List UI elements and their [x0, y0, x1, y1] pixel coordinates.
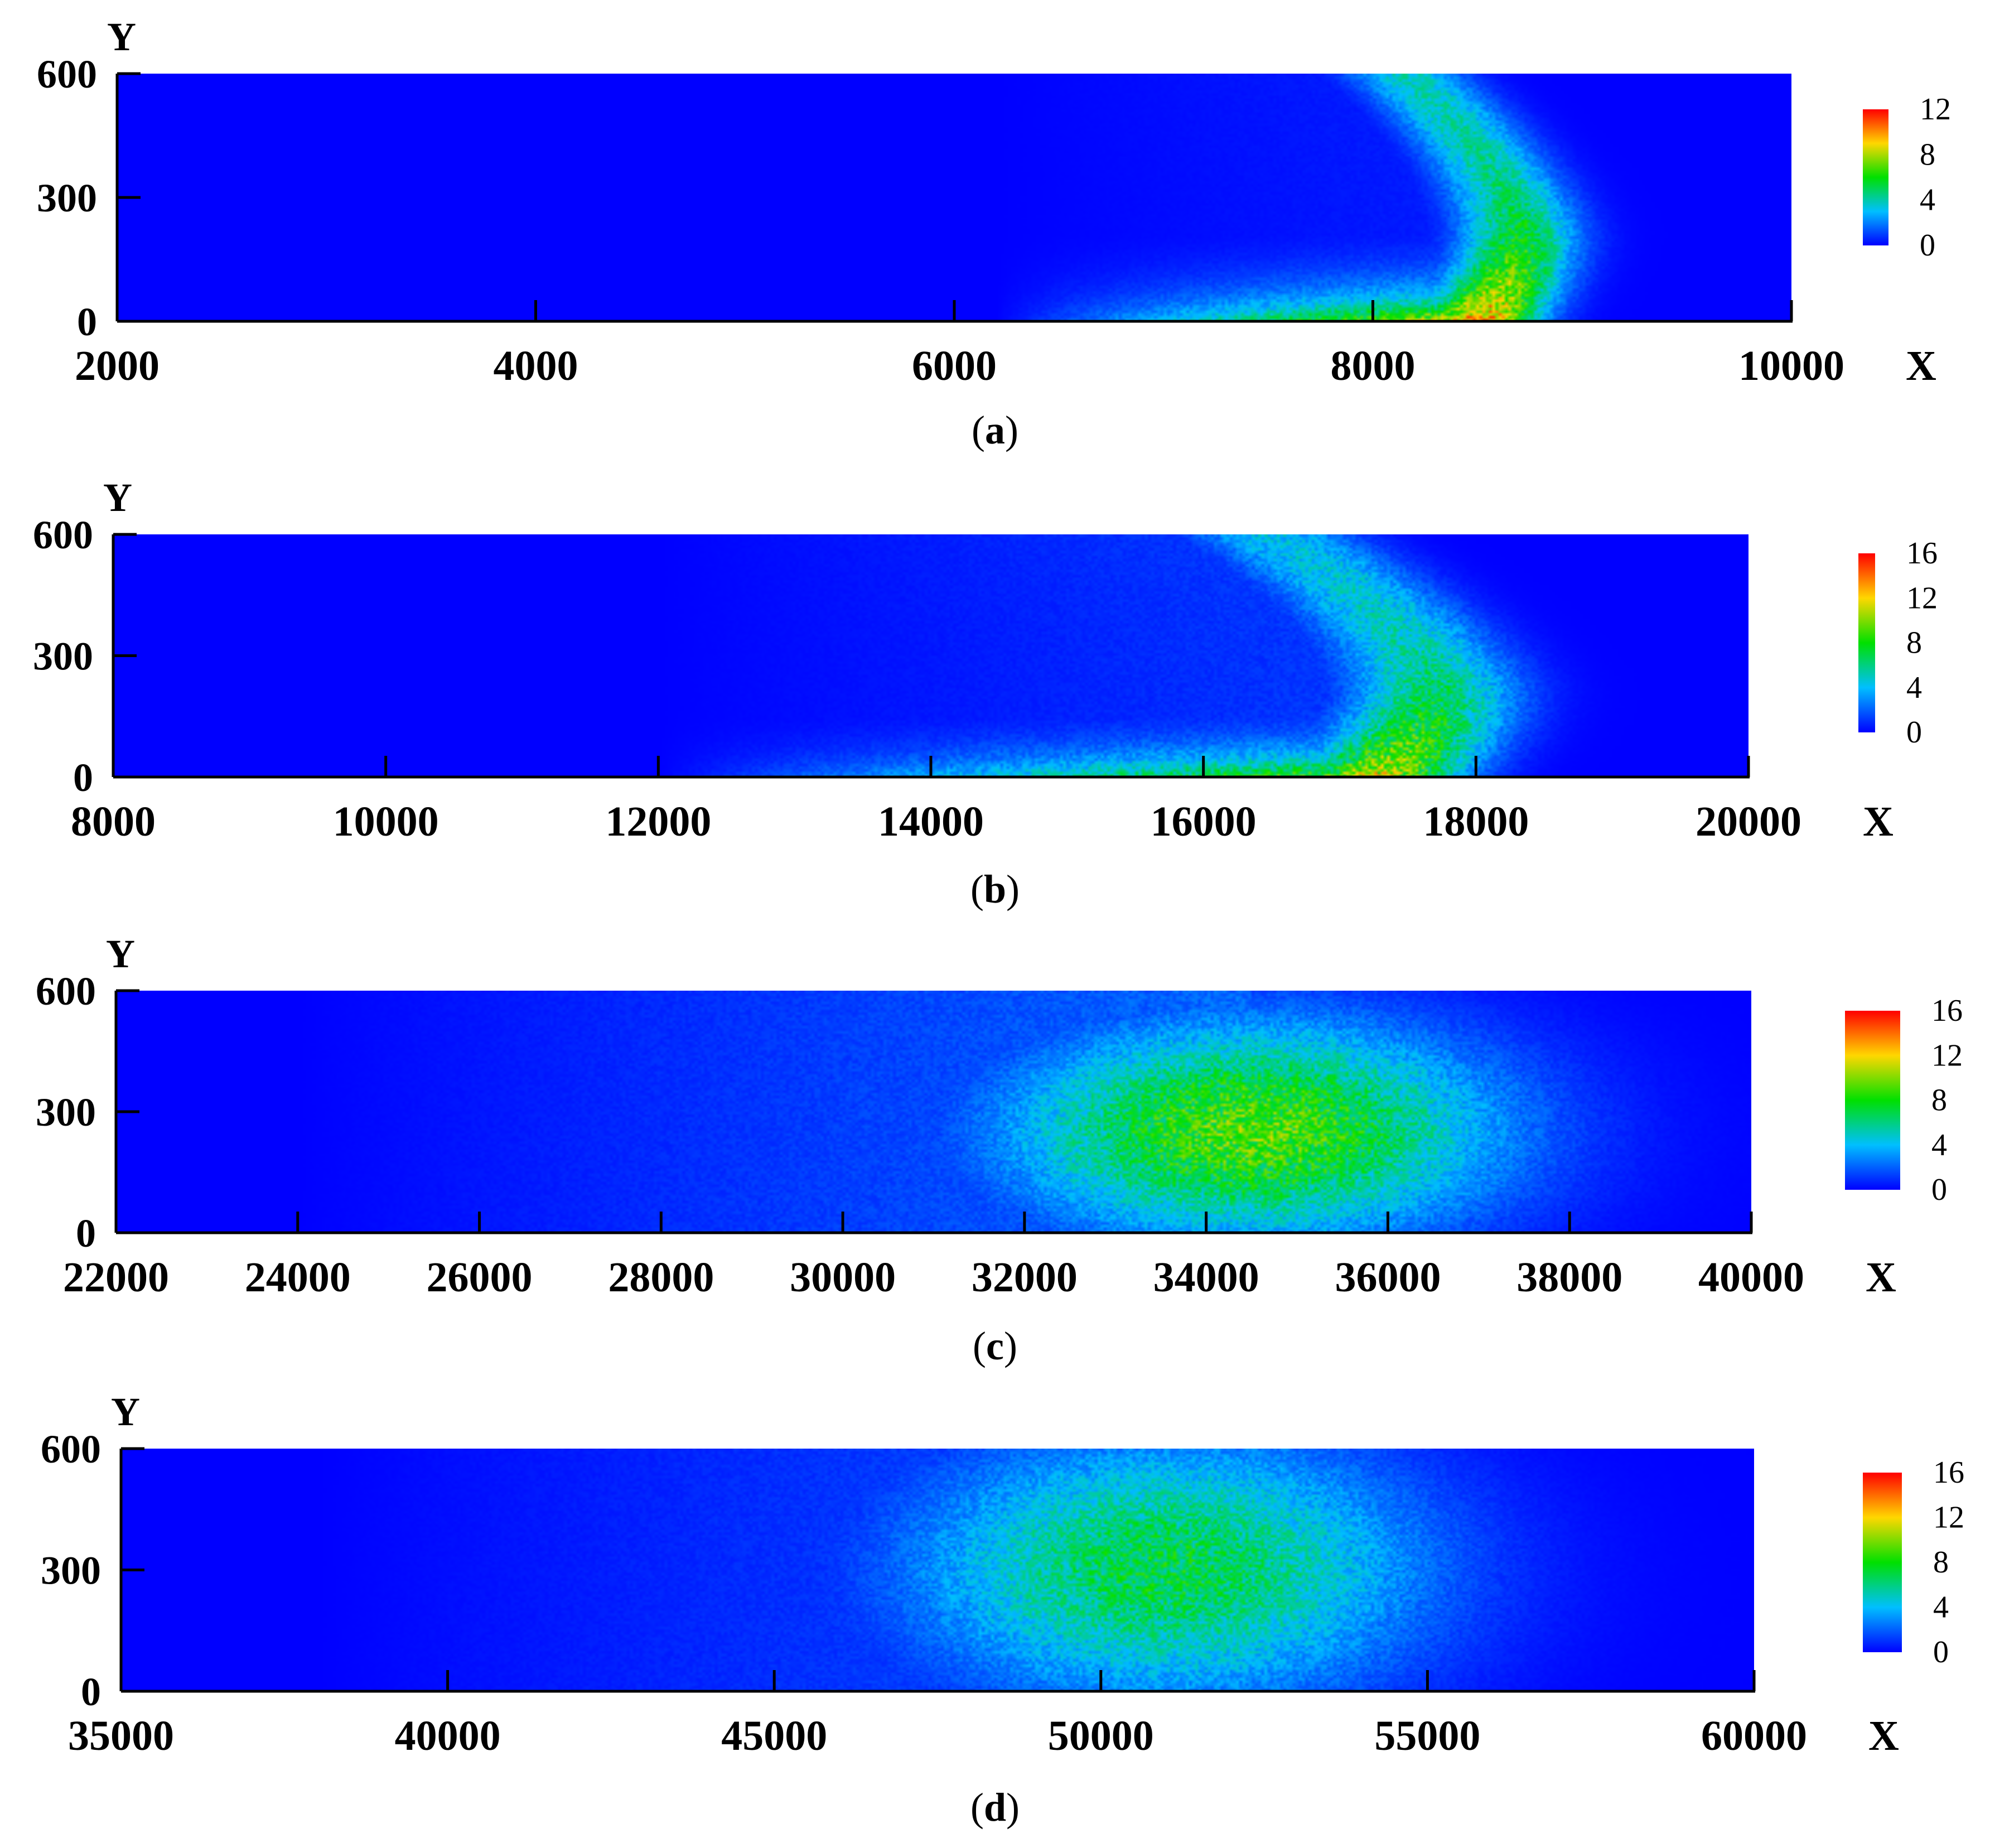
y-axis-label-d: Y: [111, 1389, 140, 1434]
x-tick-label-b-3: 14000: [878, 798, 984, 845]
axis-marks-d: 35000 40000 45000 50000 55000 60000 0 300 600: [41, 1427, 1807, 1759]
x-tick-label-a-0: 2000: [75, 342, 160, 389]
heatmap-field-b: [113, 534, 1749, 777]
x-tick-label-c-2: 26000: [427, 1254, 533, 1301]
panel-c: 22000 24000 26000 28000 30000 32000 34000 36000…: [36, 932, 1963, 1368]
x-tick-label-c-3: 28000: [608, 1254, 714, 1301]
heatmap-field-c: [116, 991, 1751, 1233]
y-axis-label-c: Y: [106, 932, 135, 976]
x-tick-label-b-1: 10000: [333, 798, 439, 845]
colorbar-b: [1858, 553, 1875, 732]
colorbar-tick-label-b-4: 16: [1906, 536, 1938, 571]
x-tick-label-a-2: 6000: [912, 342, 997, 389]
x-tick-label-d-2: 45000: [721, 1712, 827, 1759]
x-axis-label-b: X: [1863, 798, 1894, 845]
x-tick-label-c-6: 34000: [1153, 1254, 1259, 1301]
colorbar-a: [1863, 109, 1888, 245]
colorbar-tick-label-a-1: 4: [1920, 183, 1935, 218]
colorbar-ticks-c: 0 4 8 12 16: [1931, 993, 1963, 1207]
x-tick-label-c-5: 32000: [972, 1254, 1078, 1301]
colorbar-tick-label-a-0: 0: [1920, 228, 1935, 263]
x-tick-label-d-4: 55000: [1374, 1712, 1480, 1759]
x-tick-label-a-4: 10000: [1738, 342, 1844, 389]
panel-label-c: (c): [973, 1324, 1017, 1368]
x-tick-label-b-0: 8000: [71, 798, 156, 845]
x-tick-label-d-1: 40000: [395, 1712, 501, 1759]
y-tick-label-a-0: 0: [77, 300, 97, 344]
colorbar-tick-label-d-2: 8: [1933, 1545, 1949, 1580]
x-tick-label-b-5: 18000: [1423, 798, 1529, 845]
panel-label-b: (b): [970, 867, 1020, 911]
y-tick-label-d-1: 300: [41, 1548, 101, 1593]
axis-marks-b: 8000 10000 12000 14000 16000 18000 20000 0 300 60…: [33, 513, 1801, 845]
y-axis-label-a: Y: [107, 15, 136, 59]
colorbar-tick-label-b-2: 8: [1906, 626, 1922, 660]
x-tick-label-a-1: 4000: [494, 342, 578, 389]
panel-a: 2000 4000 6000 8000 10000 0 300 600 X Y 0 4 8 12 (…: [37, 15, 1951, 452]
y-tick-label-a-1: 300: [37, 176, 97, 220]
x-tick-label-b-2: 12000: [605, 798, 711, 845]
colorbar-tick-label-b-0: 0: [1906, 715, 1922, 750]
heatmap-field-a: [117, 74, 1791, 321]
x-axis-label-d: X: [1868, 1712, 1899, 1759]
y-tick-label-b-0: 0: [73, 755, 93, 800]
x-tick-label-c-9: 40000: [1698, 1254, 1804, 1301]
colorbar-tick-label-b-1: 4: [1906, 670, 1922, 705]
colorbar-tick-label-a-3: 12: [1920, 92, 1951, 127]
panel-label-a: (a): [972, 408, 1018, 452]
colorbar-tick-label-c-1: 4: [1931, 1128, 1947, 1162]
colorbar-tick-label-c-4: 16: [1931, 993, 1963, 1028]
y-tick-label-d-2: 600: [41, 1427, 101, 1471]
x-tick-label-c-1: 24000: [245, 1254, 351, 1301]
y-tick-label-b-1: 300: [33, 634, 93, 679]
axis-marks-a: 2000 4000 6000 8000 10000 0 300 600: [37, 52, 1844, 389]
y-tick-label-b-2: 600: [33, 513, 93, 557]
y-tick-label-d-0: 0: [81, 1670, 101, 1714]
x-axis-label-a: X: [1906, 342, 1936, 389]
colorbar-tick-label-c-3: 12: [1931, 1038, 1963, 1073]
colorbar-c: [1845, 1011, 1900, 1190]
x-axis-label-c: X: [1866, 1254, 1896, 1301]
x-tick-label-c-4: 30000: [790, 1254, 896, 1301]
x-tick-label-d-3: 50000: [1048, 1712, 1154, 1759]
colorbar-ticks-b: 0 4 8 12 16: [1906, 536, 1938, 750]
panel-label-d: (d): [970, 1785, 1020, 1830]
colorbar-tick-label-d-0: 0: [1933, 1635, 1949, 1670]
panel-b: 8000 10000 12000 14000 16000 18000 20000 0 300 60…: [33, 475, 1938, 911]
colorbar-tick-label-a-2: 8: [1920, 137, 1935, 172]
colorbar-ticks-a: 0 4 8 12: [1920, 92, 1951, 263]
y-tick-label-c-0: 0: [76, 1211, 96, 1256]
y-tick-label-c-1: 300: [36, 1090, 96, 1135]
colorbar-tick-label-c-0: 0: [1931, 1173, 1947, 1207]
x-tick-label-d-5: 60000: [1701, 1712, 1807, 1759]
x-tick-label-c-8: 38000: [1516, 1254, 1622, 1301]
axis-marks-c: 22000 24000 26000 28000 30000 32000 34000 36000…: [36, 969, 1804, 1301]
y-tick-label-c-2: 600: [36, 969, 96, 1014]
colorbar-tick-label-d-3: 12: [1933, 1500, 1964, 1535]
x-tick-label-b-4: 16000: [1151, 798, 1257, 845]
colorbar-tick-label-b-3: 12: [1906, 581, 1938, 615]
y-tick-label-a-2: 600: [37, 52, 97, 96]
colorbar-tick-label-c-2: 8: [1931, 1083, 1947, 1118]
colorbar-tick-label-d-1: 4: [1933, 1590, 1949, 1625]
x-tick-label-d-0: 35000: [68, 1712, 174, 1759]
y-axis-label-b: Y: [103, 475, 132, 520]
colorbar-ticks-d: 0 4 8 12 16: [1933, 1455, 1964, 1670]
x-tick-label-b-6: 20000: [1696, 798, 1801, 845]
x-tick-label-a-3: 8000: [1331, 342, 1416, 389]
colorbar-d: [1863, 1473, 1902, 1652]
colorbar-tick-label-d-4: 16: [1933, 1455, 1964, 1490]
x-tick-label-c-7: 36000: [1335, 1254, 1441, 1301]
x-tick-label-c-0: 22000: [63, 1254, 169, 1301]
heatmap-field-d: [121, 1449, 1754, 1691]
